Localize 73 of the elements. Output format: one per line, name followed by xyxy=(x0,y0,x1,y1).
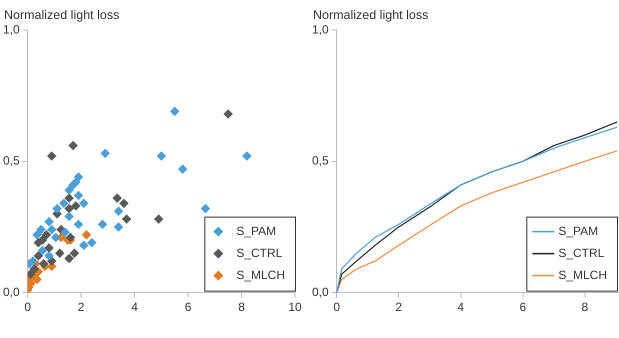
point xyxy=(36,224,46,234)
legend-label: S_PAM xyxy=(558,224,598,238)
y-tick-label: 1,0 xyxy=(312,22,329,36)
y-tick-label: 0,0 xyxy=(312,284,329,299)
point xyxy=(114,222,124,232)
point xyxy=(70,248,80,258)
point xyxy=(122,214,132,224)
x-tick-label: 4 xyxy=(457,300,464,314)
point xyxy=(51,232,60,242)
x-tick-label: 4 xyxy=(131,300,138,314)
legend-label: S_CTRL xyxy=(236,246,283,260)
x-tick-label: 0 xyxy=(333,300,340,314)
x-tick-label: 0 xyxy=(24,300,32,314)
legend-label: S_MLCH xyxy=(236,268,286,282)
point xyxy=(30,264,40,274)
point xyxy=(68,180,78,190)
point xyxy=(79,198,89,208)
point xyxy=(200,204,210,214)
point xyxy=(98,220,108,230)
y-axis-title: Normalized light loss xyxy=(4,8,120,22)
point xyxy=(46,224,56,234)
point xyxy=(100,148,110,158)
y-tick-label: 0,0 xyxy=(2,284,20,299)
y-tick-label: 1,0 xyxy=(2,22,20,36)
point xyxy=(112,193,122,203)
point xyxy=(64,212,74,222)
point xyxy=(68,140,78,150)
point xyxy=(74,220,84,230)
point xyxy=(52,204,62,214)
y-tick-label: 0,5 xyxy=(312,154,329,168)
point xyxy=(42,230,52,240)
point xyxy=(32,230,42,240)
point xyxy=(64,254,74,264)
point xyxy=(170,106,180,116)
point xyxy=(154,214,164,224)
point xyxy=(87,238,97,248)
point xyxy=(119,198,129,208)
point xyxy=(178,164,188,174)
x-tick-label: 10 xyxy=(288,300,302,314)
point xyxy=(59,198,69,208)
point xyxy=(66,232,76,242)
y-tick-label: 0,5 xyxy=(2,154,20,168)
legend-label: S_PAM xyxy=(236,224,276,238)
x-tick-label: 8 xyxy=(582,300,589,314)
legend-label: S_CTRL xyxy=(558,246,605,260)
point xyxy=(82,230,92,240)
point xyxy=(64,185,74,195)
point xyxy=(223,109,233,119)
x-tick-label: 2 xyxy=(78,300,85,314)
x-tick-label: 6 xyxy=(184,300,192,314)
point xyxy=(34,238,44,248)
point xyxy=(55,248,65,258)
point xyxy=(242,151,252,161)
x-tick-label: 2 xyxy=(395,300,402,314)
point xyxy=(34,251,44,261)
point xyxy=(64,204,74,214)
point xyxy=(44,243,54,253)
point xyxy=(38,246,48,256)
legend-label: S_MLCH xyxy=(558,268,608,282)
point xyxy=(114,206,124,216)
point xyxy=(60,227,70,237)
point xyxy=(38,258,48,268)
y-axis-title: Normalized light loss xyxy=(313,8,428,22)
point xyxy=(74,190,84,200)
point xyxy=(46,151,56,161)
point xyxy=(71,201,81,211)
point xyxy=(44,251,54,261)
point xyxy=(44,216,54,226)
point xyxy=(79,240,89,250)
point xyxy=(156,151,166,161)
x-tick-label: 6 xyxy=(519,300,526,314)
x-tick-label: 8 xyxy=(238,300,246,314)
point xyxy=(64,193,74,203)
